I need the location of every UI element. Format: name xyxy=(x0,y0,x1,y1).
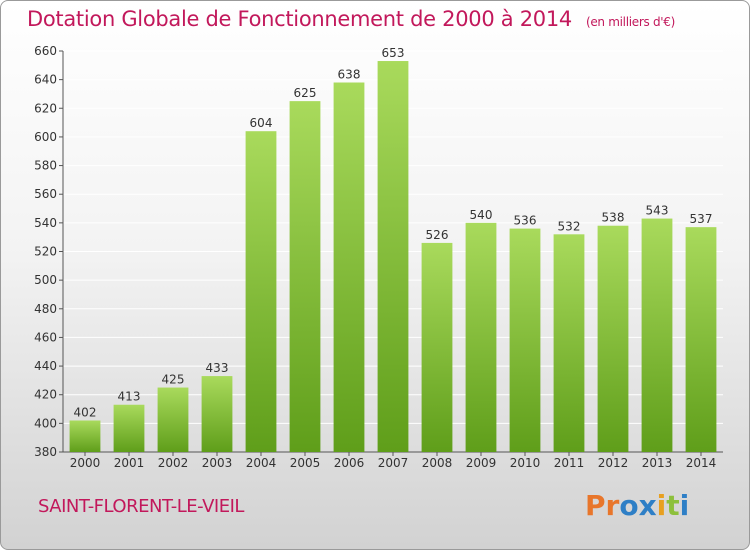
bar-2001 xyxy=(113,404,145,452)
x-tick-label: 2008 xyxy=(422,456,453,470)
chart-title: Dotation Globale de Fonctionnement de 20… xyxy=(27,7,675,31)
commune-name: SAINT-FLORENT-LE-VIEIL xyxy=(38,496,244,517)
y-tick-label: 480 xyxy=(34,302,57,316)
y-tick-label: 600 xyxy=(34,130,57,144)
proxiti-logo: Proxiti xyxy=(585,489,689,522)
y-tick-label: 500 xyxy=(34,273,57,287)
bar-value-label: 532 xyxy=(558,219,581,233)
y-tick-label: 420 xyxy=(34,388,57,402)
x-tick-label: 2011 xyxy=(554,456,585,470)
x-tick-label: 2002 xyxy=(158,456,189,470)
bar-2012 xyxy=(597,225,629,452)
bar-layer xyxy=(69,61,717,453)
bar-value-label: 402 xyxy=(74,405,97,419)
bar-value-label: 604 xyxy=(250,116,273,130)
bar-2013 xyxy=(641,218,673,452)
y-tick-label: 580 xyxy=(34,159,57,173)
bar-2005 xyxy=(289,101,321,452)
x-tick-label: 2013 xyxy=(642,456,673,470)
x-tick-label: 2009 xyxy=(466,456,497,470)
bar-value-label: 537 xyxy=(690,212,713,226)
bar-value-label: 653 xyxy=(382,46,405,60)
chart-unit: (en milliers d'€) xyxy=(585,15,675,29)
x-tick-label: 2003 xyxy=(202,456,233,470)
logo-letter: P xyxy=(585,489,606,522)
chart-title-text: Dotation Globale de Fonctionnement de 20… xyxy=(27,7,572,31)
y-tick-label: 400 xyxy=(34,416,57,430)
logo-letter: o xyxy=(619,489,639,522)
x-tick-label: 2014 xyxy=(686,456,717,470)
logo-letter: i xyxy=(656,489,667,522)
y-tick-label: 640 xyxy=(34,73,57,87)
x-tick-label: 2012 xyxy=(598,456,629,470)
y-tick-label: 520 xyxy=(34,245,57,259)
bar-value-label: 526 xyxy=(426,228,449,242)
x-tick-label: 2007 xyxy=(378,456,409,470)
bar-value-label: 543 xyxy=(646,204,669,218)
bar-2009 xyxy=(465,222,497,452)
x-tick-label: 2005 xyxy=(290,456,321,470)
bar-2002 xyxy=(157,387,189,452)
bar-2011 xyxy=(553,234,585,452)
bar-value-label: 638 xyxy=(338,68,361,82)
y-tick-label: 660 xyxy=(34,44,57,58)
y-tick-label: 560 xyxy=(34,187,57,201)
x-tick-label: 2006 xyxy=(334,456,365,470)
bar-2008 xyxy=(421,242,453,452)
y-tick-label: 460 xyxy=(34,330,57,344)
bar-value-label: 538 xyxy=(602,211,625,225)
logo-letter: r xyxy=(605,489,620,522)
logo-letter: i xyxy=(679,489,690,522)
y-tick-label: 540 xyxy=(34,216,57,230)
bar-value-label: 536 xyxy=(514,214,537,228)
x-tick-label: 2001 xyxy=(114,456,145,470)
bar-value-label: 413 xyxy=(118,390,141,404)
y-tick-label: 380 xyxy=(34,445,57,459)
bar-2007 xyxy=(377,61,409,453)
x-tick-label: 2010 xyxy=(510,456,541,470)
axis-layer: 380 400 420 440 460 480 500 520 540 560 580 600 620 6… xyxy=(34,44,723,470)
y-tick-label: 440 xyxy=(34,359,57,373)
x-tick-label: 2000 xyxy=(70,456,101,470)
bar-2003 xyxy=(201,376,233,452)
bar-2004 xyxy=(245,131,277,452)
bar-2000 xyxy=(69,420,101,452)
label-layer: 402 413 425 433 604 625 638 653 526 540 536 532 538 5… xyxy=(74,46,713,419)
bar-2010 xyxy=(509,228,541,452)
bar-value-label: 540 xyxy=(470,208,493,222)
bar-value-label: 625 xyxy=(294,86,317,100)
x-tick-label: 2004 xyxy=(246,456,277,470)
bar-2006 xyxy=(333,82,365,452)
bar-value-label: 425 xyxy=(162,373,185,387)
bar-2014 xyxy=(685,227,717,452)
bar-value-label: 433 xyxy=(206,361,229,375)
y-tick-label: 620 xyxy=(34,101,57,115)
logo-letter: t xyxy=(666,489,680,522)
logo-letter: x xyxy=(638,489,657,522)
